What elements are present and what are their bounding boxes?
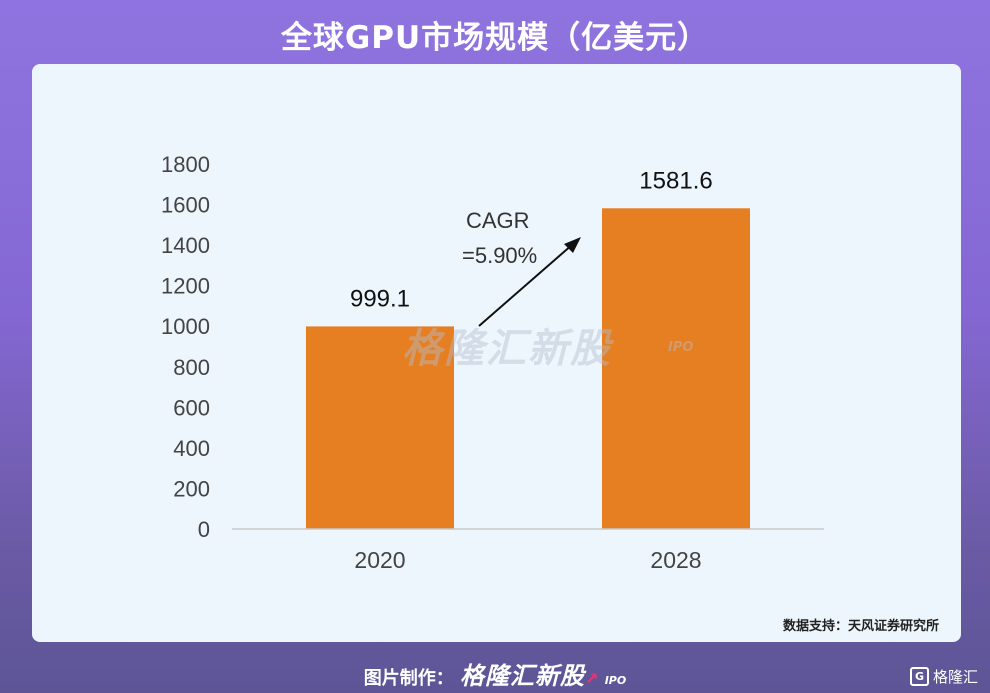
- y-tick-label: 400: [173, 436, 210, 461]
- bar: [602, 208, 750, 529]
- footer-prefix: 图片制作：: [363, 668, 454, 689]
- corner-logo: G 格隆汇: [909, 666, 978, 687]
- y-tick-label: 0: [198, 517, 210, 542]
- watermark-sub: IPO: [668, 340, 694, 355]
- g-logo-icon: G: [909, 667, 929, 686]
- y-axis: 0 200 400 600 800 1000 1200 1400 1600 1800: [161, 152, 210, 542]
- bar-chart: 0 200 400 600 800 1000 1200 1400 1600 1800 999.1 1…: [161, 152, 824, 573]
- cagr-label-line1: CAGR: [466, 208, 530, 233]
- x-category-label: 2020: [354, 547, 405, 573]
- page-title: 全球GPU市场规模（亿美元）: [280, 20, 710, 56]
- x-axis: 2020 2028: [232, 528, 824, 573]
- y-tick-label: 600: [173, 395, 210, 420]
- up-arrow-icon: ↗: [585, 669, 599, 688]
- cagr-annotation: CAGR =5.90%: [462, 208, 581, 327]
- y-tick-label: 800: [173, 355, 210, 380]
- bar-value-label: 1581.6: [639, 167, 712, 194]
- y-tick-label: 1000: [161, 314, 210, 339]
- bar-value-label: 999.1: [350, 285, 410, 312]
- corner-logo-text: 格隆汇: [932, 668, 978, 686]
- x-category-label: 2028: [650, 547, 701, 573]
- y-tick-label: 1400: [161, 233, 210, 258]
- bar: [306, 326, 454, 529]
- y-tick-label: 1200: [161, 274, 210, 299]
- cagr-arrowhead: [564, 237, 581, 253]
- y-tick-label: 200: [173, 476, 210, 501]
- bars: 999.1 1581.6: [306, 167, 750, 529]
- footer-brand: 格隆汇新股: [460, 662, 586, 690]
- source-note: 数据支持：天风证券研究所: [782, 619, 939, 634]
- watermark: 格隆汇新股: [402, 326, 612, 372]
- chart-card: 0 200 400 600 800 1000 1200 1400 1600 1800 999.1 1…: [32, 64, 961, 642]
- cagr-label-line2: =5.90%: [462, 243, 537, 268]
- footer: 图片制作： 格隆汇新股↗ IPO: [0, 656, 990, 691]
- y-tick-label: 1800: [161, 152, 210, 177]
- y-tick-label: 1600: [161, 193, 210, 218]
- footer-ipo: IPO: [604, 674, 627, 687]
- cagr-arrow: [478, 243, 574, 327]
